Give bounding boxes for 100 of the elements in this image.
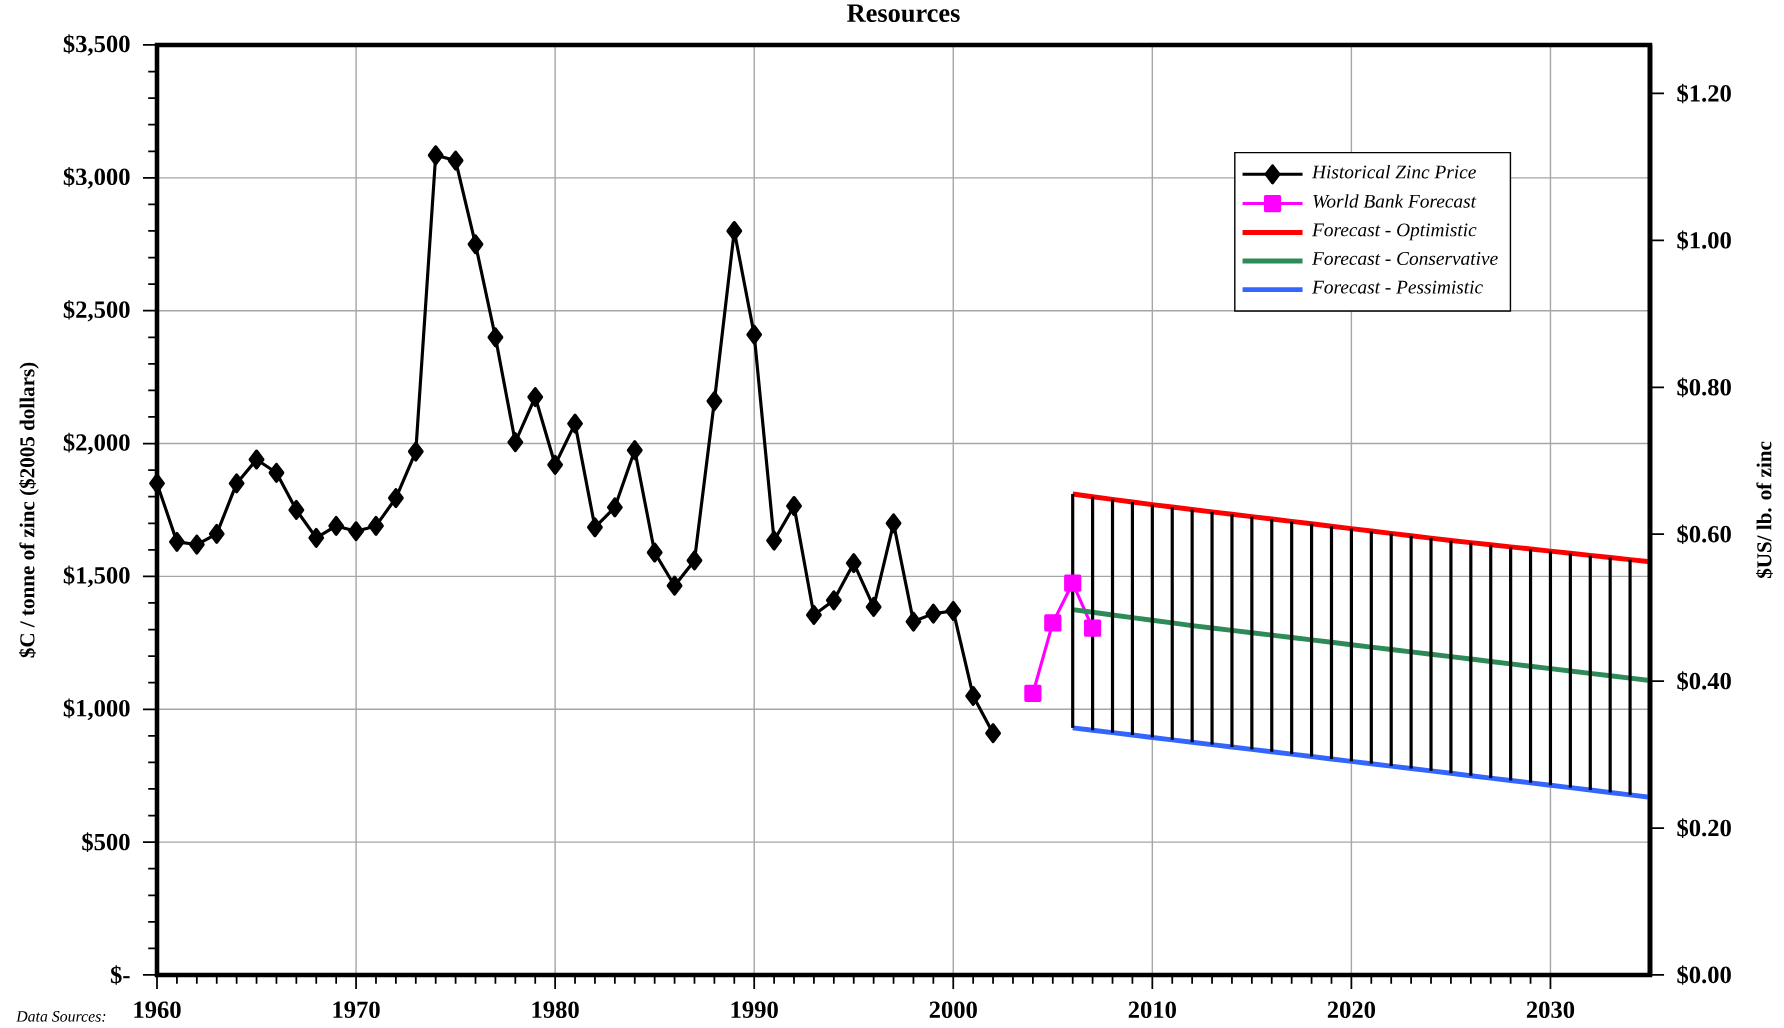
x-tick-label: 1970 bbox=[333, 1001, 380, 1019]
point bbox=[208, 523, 225, 544]
point bbox=[467, 234, 484, 255]
point bbox=[248, 449, 265, 470]
y-tick-label: $- bbox=[110, 965, 130, 985]
bar bbox=[1588, 555, 1592, 791]
point bbox=[905, 611, 922, 632]
legend-label: World Bank Forecast bbox=[1313, 194, 1477, 208]
legend-label: Forecast - Optimistic bbox=[1311, 223, 1477, 241]
point bbox=[666, 575, 683, 596]
point bbox=[865, 596, 882, 617]
bar bbox=[1608, 557, 1612, 793]
line-series bbox=[1070, 491, 1650, 565]
y-tick-label: $1,000 bbox=[63, 698, 130, 721]
x-tick-label: 1960 bbox=[134, 1001, 181, 1019]
point bbox=[169, 531, 185, 552]
bar bbox=[1548, 551, 1553, 786]
x-tick-label: 1990 bbox=[731, 1001, 778, 1019]
x-tick-label: 2030 bbox=[1526, 1001, 1575, 1019]
bar bbox=[1509, 546, 1513, 781]
point bbox=[447, 150, 464, 171]
y2-tick-label: $0.40 bbox=[1677, 671, 1731, 691]
legend-label: Forecast - Pessimistic bbox=[1311, 280, 1483, 294]
point bbox=[308, 527, 325, 548]
bar bbox=[1409, 535, 1413, 769]
legend-label: Historical Zinc Price bbox=[1311, 164, 1476, 179]
bar bbox=[1290, 521, 1294, 755]
bar bbox=[1130, 502, 1135, 736]
y-tick-label: $2,000 bbox=[63, 432, 130, 455]
point bbox=[328, 515, 345, 536]
text: Data Sources: bbox=[16, 1011, 106, 1022]
point bbox=[387, 488, 404, 509]
point bbox=[766, 530, 783, 551]
point bbox=[746, 324, 763, 345]
bar bbox=[1628, 559, 1632, 795]
line-series bbox=[1070, 725, 1650, 800]
point bbox=[547, 454, 564, 475]
point bbox=[1084, 619, 1102, 637]
bar bbox=[1349, 528, 1353, 762]
y-tick-label: $1,500 bbox=[63, 565, 130, 588]
point bbox=[925, 603, 942, 624]
point bbox=[825, 590, 842, 611]
y2-axis-title: $US/ lb. of zinc bbox=[1755, 441, 1773, 579]
y2-tick-label: $0.80 bbox=[1677, 377, 1731, 398]
point bbox=[1024, 684, 1042, 702]
bar bbox=[1250, 516, 1254, 750]
chart-title: Resources bbox=[847, 4, 960, 23]
point bbox=[686, 550, 703, 571]
y2-tick-label: $0.60 bbox=[1677, 524, 1731, 545]
y2-tick-label: $0.20 bbox=[1677, 818, 1731, 838]
bar bbox=[1528, 549, 1533, 783]
y-tick-label: $2,500 bbox=[63, 299, 130, 322]
point bbox=[188, 534, 205, 555]
point bbox=[626, 440, 643, 461]
point bbox=[228, 473, 245, 494]
bar bbox=[1568, 553, 1572, 788]
bar bbox=[1449, 540, 1453, 774]
bar bbox=[1190, 509, 1194, 743]
y2-tick-label: $1.20 bbox=[1677, 83, 1731, 104]
bar bbox=[1309, 523, 1314, 757]
point bbox=[726, 220, 743, 241]
point bbox=[427, 145, 444, 166]
bar bbox=[1469, 542, 1473, 776]
point bbox=[806, 604, 822, 625]
point bbox=[407, 441, 424, 462]
point bbox=[587, 517, 603, 538]
point bbox=[567, 413, 583, 434]
bar bbox=[1389, 533, 1393, 767]
point bbox=[646, 542, 663, 563]
bar bbox=[1170, 507, 1174, 740]
point bbox=[527, 387, 544, 408]
point bbox=[885, 513, 902, 534]
x-tick-label: 2020 bbox=[1327, 1001, 1376, 1019]
bar bbox=[1230, 514, 1234, 747]
x-tick-label: 2010 bbox=[1128, 1001, 1176, 1019]
bar bbox=[1110, 499, 1115, 733]
x-tick-label: 2000 bbox=[929, 1001, 977, 1019]
y2-tick-label: $0.00 bbox=[1677, 965, 1731, 985]
bar bbox=[1210, 511, 1214, 745]
point bbox=[945, 600, 962, 621]
point bbox=[368, 515, 384, 536]
y2-tick-label: $1.00 bbox=[1677, 230, 1731, 251]
point bbox=[706, 391, 723, 412]
bar bbox=[1369, 530, 1373, 764]
y-tick-label: $3,500 bbox=[63, 34, 130, 56]
point bbox=[487, 327, 504, 348]
bar bbox=[1429, 538, 1433, 771]
bar bbox=[1489, 544, 1493, 779]
point bbox=[348, 521, 364, 542]
bar bbox=[1270, 519, 1274, 752]
y-tick-label: $500 bbox=[82, 832, 130, 852]
bar bbox=[1329, 526, 1334, 759]
point bbox=[149, 473, 165, 494]
point bbox=[268, 462, 285, 483]
point bbox=[606, 497, 623, 518]
point bbox=[786, 495, 802, 517]
point bbox=[845, 553, 862, 574]
y-axis-title: $C / tonne of zinc ($2005 dollars) bbox=[18, 362, 39, 658]
point bbox=[1064, 574, 1082, 592]
point bbox=[507, 432, 524, 453]
